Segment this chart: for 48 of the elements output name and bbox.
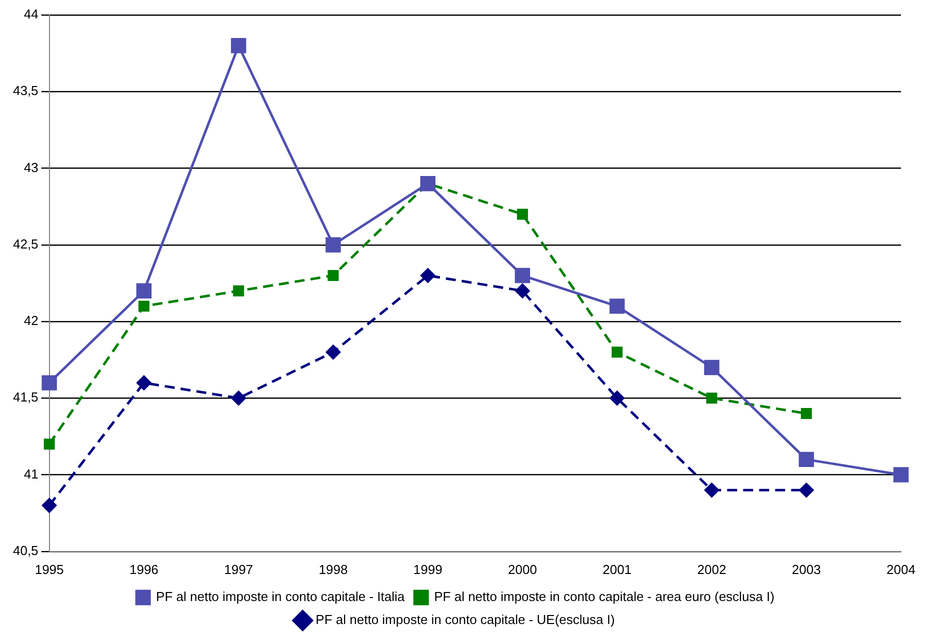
x-tick-label: 2000: [508, 562, 537, 577]
point: [704, 482, 719, 498]
point: [42, 375, 57, 390]
point: [610, 390, 624, 406]
legend-label: PF al netto imposte in conto capitale - Italia: [156, 589, 406, 604]
point: [328, 270, 339, 282]
point: [44, 438, 55, 450]
y-tick-label: 40,5: [12, 542, 38, 558]
point: [136, 376, 152, 390]
y-tick-label: 42: [24, 313, 38, 328]
point: [138, 300, 150, 312]
legend-label: PF al netto imposte in conto capitale - UE(esclusa I): [316, 612, 615, 628]
point: [609, 298, 625, 314]
point: [612, 346, 623, 358]
point: [231, 390, 246, 406]
x-tick-label: 1998: [318, 562, 348, 577]
x-tick-label: 2003: [792, 562, 821, 577]
point: [514, 268, 530, 284]
x-tick-label: 1996: [129, 562, 158, 577]
x-tick-label: 2004: [886, 562, 916, 577]
y-tick-label: 41,5: [12, 390, 38, 405]
point: [230, 38, 246, 54]
point: [326, 237, 341, 252]
point: [233, 285, 244, 296]
y-tick-label: 43,5: [12, 83, 38, 98]
point: [136, 283, 152, 298]
point: [799, 482, 814, 498]
y-tick-label: 43: [24, 160, 38, 175]
x-tick-label: 2001: [602, 562, 632, 577]
point: [893, 467, 909, 482]
x-tick-label: 1997: [224, 562, 254, 577]
x-tick-label: 1995: [34, 562, 64, 577]
point: [798, 452, 814, 468]
point: [326, 344, 340, 360]
legend-label: PF al netto imposte in conto capitale - area euro (esclusa I): [434, 589, 774, 604]
y-tick-label: 41: [24, 466, 38, 482]
point: [515, 284, 530, 298]
point: [420, 268, 436, 283]
point: [42, 498, 57, 513]
point: [516, 208, 528, 220]
point: [800, 408, 812, 419]
y-tick-label: 42,5: [12, 236, 38, 252]
x-tick-label: 1999: [413, 562, 442, 577]
point: [704, 360, 720, 376]
y-tick-label: 44: [24, 6, 38, 22]
point: [706, 392, 718, 404]
point: [420, 176, 436, 192]
x-tick-label: 2002: [697, 562, 726, 577]
